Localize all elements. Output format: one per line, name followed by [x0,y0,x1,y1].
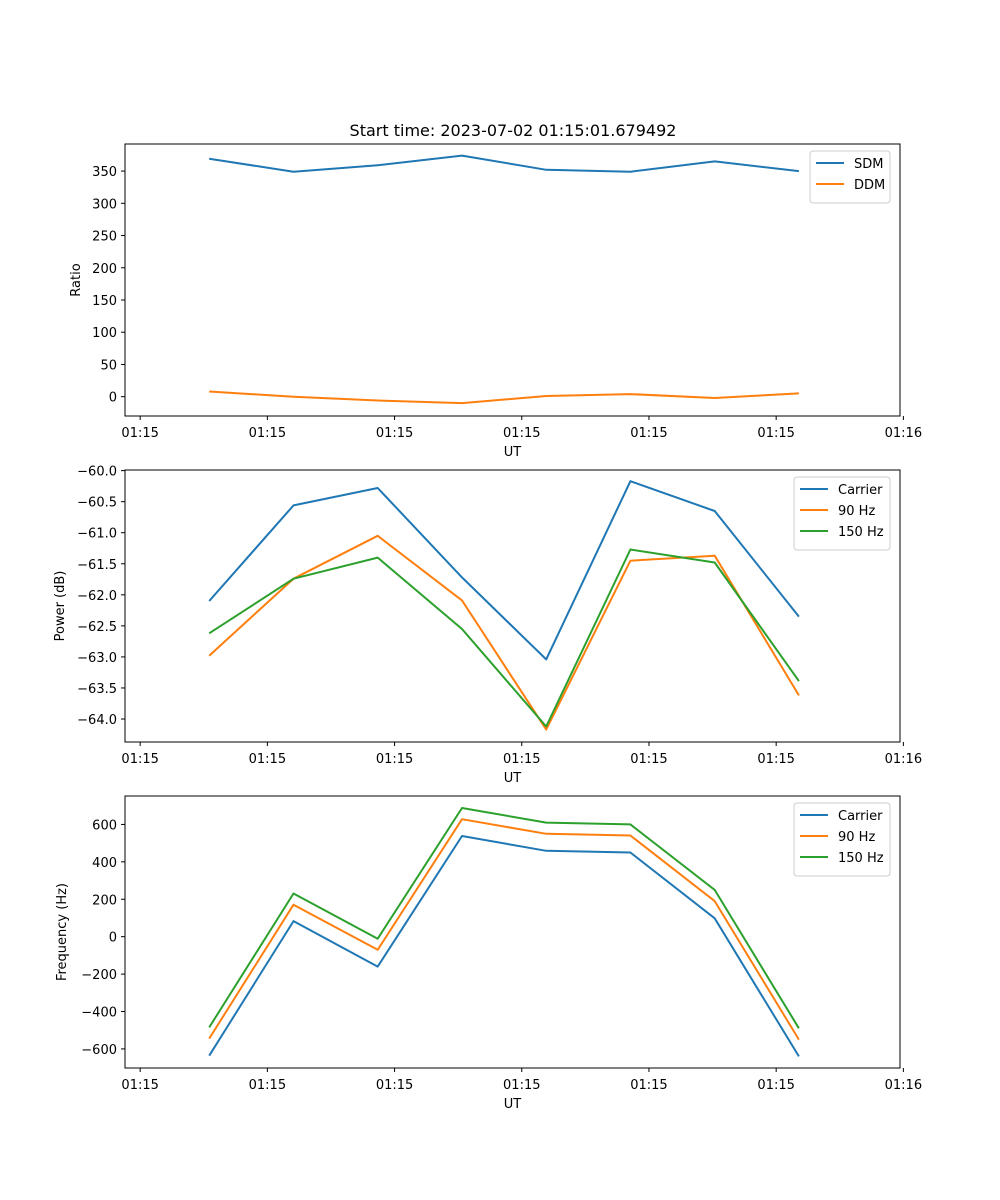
x-tick-label: 01:15 [503,426,540,441]
y-tick-label: −60.5 [77,496,117,511]
x-tick-label: 01:16 [885,752,922,767]
panels: 01:15 01:15 01:15 01:15 01:15 01:15 01:16 0 50 10… [53,143,922,1112]
y-tick-label: −200 [81,968,117,983]
y-tick-label: −60.0 [77,465,117,480]
plot-frame [124,469,901,743]
x-axis-label: UT [504,771,522,786]
series-line-carrier [208,480,800,661]
x-tick-label: 01:15 [503,1078,540,1093]
y-tick-label: 400 [92,856,117,871]
x-tick-label: 01:15 [376,1078,413,1093]
x-tick-label: 01:15 [249,426,286,441]
y-tick-label: −62.5 [77,620,117,635]
x-tick-label: 01:15 [757,752,794,767]
y-tick-label: −400 [81,1006,117,1021]
legend: Carrier 90 Hz 150 Hz [793,802,891,877]
x-tick-label: 01:16 [885,1078,922,1093]
x-axis-label: UT [504,445,522,460]
x-tick-label: 01:15 [630,1078,667,1093]
y-tick-label: −63.5 [77,682,117,697]
y-tick-label: 50 [100,358,117,373]
plot-frame [124,143,901,417]
y-tick-label: −600 [81,1043,117,1058]
y-tick-label: −62.0 [77,589,117,604]
legend-label: 90 Hz [838,504,875,519]
y-axis-label: Power (dB) [53,571,68,642]
x-tick-label: 01:15 [376,752,413,767]
x-tick-label: 01:15 [757,426,794,441]
y-axis-label: Frequency (Hz) [55,883,70,981]
legend-label: 150 Hz [838,525,884,540]
legend-label: Carrier [838,809,883,824]
legend: SDM DDM [809,150,891,204]
y-tick-label: 150 [92,294,117,309]
x-tick-label: 01:15 [121,426,158,441]
y-tick-label: 200 [92,893,117,908]
chart-panel-1: 01:15 01:15 01:15 01:15 01:15 01:15 01:16 0 50 10… [69,143,922,460]
chart-panel-3: 01:15 01:15 01:15 01:15 01:15 01:15 01:16 −600 −… [55,795,922,1112]
y-tick-label: 300 [92,197,117,212]
x-tick-label: 01:15 [249,752,286,767]
y-tick-label: 0 [109,391,117,406]
legend: Carrier 90 Hz 150 Hz [793,476,891,551]
chart-panel-2: 01:15 01:15 01:15 01:15 01:15 01:15 01:16 −60.0… [53,465,922,786]
legend-label: 90 Hz [838,830,875,845]
series-line-150-hz [208,548,800,728]
y-tick-label: 100 [92,326,117,341]
series-line-ddm [209,390,799,405]
y-tick-label: 250 [92,230,117,245]
series-line-150-hz [208,807,800,1029]
x-tick-label: 01:16 [885,426,922,441]
y-tick-label: 600 [92,818,117,833]
figure-title: Start time: 2023-07-02 01:15:01.679492 [350,121,677,140]
legend-label: DDM [854,178,885,193]
y-tick-label: −64.0 [77,713,117,728]
y-tick-label: −61.5 [77,558,117,573]
legend-label: Carrier [838,483,883,498]
x-tick-label: 01:15 [503,752,540,767]
y-tick-label: −63.0 [77,651,117,666]
x-tick-label: 01:15 [121,752,158,767]
x-tick-label: 01:15 [121,1078,158,1093]
x-tick-label: 01:15 [757,1078,794,1093]
x-tick-label: 01:15 [249,1078,286,1093]
plot-frame [124,795,901,1069]
y-tick-label: 350 [92,165,117,180]
x-tick-label: 01:15 [376,426,413,441]
y-tick-label: 0 [109,931,117,946]
y-axis-label: Ratio [69,263,84,296]
y-tick-label: −61.0 [77,527,117,542]
x-tick-label: 01:15 [630,426,667,441]
legend-label: SDM [854,157,883,172]
series-line-90-hz [208,818,800,1041]
legend-label: 150 Hz [838,851,884,866]
series-line-sdm [209,154,800,173]
series-line-carrier [208,835,800,1057]
y-tick-label: 200 [92,262,117,277]
x-tick-label: 01:15 [630,752,667,767]
x-axis-label: UT [504,1097,522,1112]
series-line-90-hz [208,534,800,731]
